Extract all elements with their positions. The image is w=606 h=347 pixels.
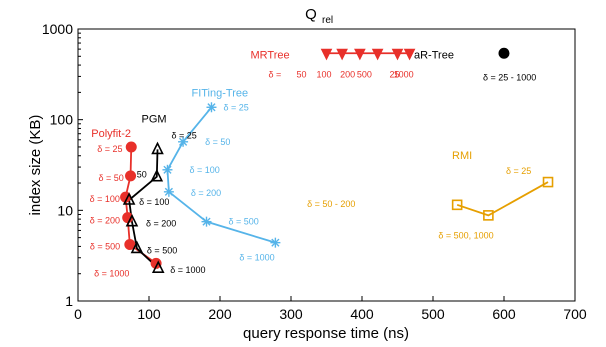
point-label: δ = 1000 — [94, 268, 129, 278]
data-point — [371, 48, 384, 61]
data-point — [354, 48, 366, 61]
data-point — [163, 186, 174, 197]
data-point — [151, 260, 165, 274]
point-label: δ = 50 — [205, 137, 230, 147]
data-point-stroke — [178, 137, 188, 146]
point-label: δ = 25 — [506, 166, 531, 176]
point-label: δ = — [269, 69, 282, 79]
x-tick-label: 500 — [421, 306, 445, 322]
point-label: δ = 500, 1000 — [438, 230, 493, 240]
data-point — [498, 47, 510, 59]
data-point-stroke — [164, 187, 173, 196]
point-label: δ = 100 — [139, 197, 169, 207]
x-tick-label: 400 — [350, 306, 374, 322]
data-point — [125, 213, 139, 227]
chart-title-sub: rel — [322, 15, 333, 26]
point-label: δ = 50 - 200 — [307, 199, 355, 209]
data-point — [206, 102, 217, 113]
data-point — [151, 141, 164, 155]
data-point — [483, 210, 494, 221]
point-label: δ = 25 — [223, 102, 248, 112]
data-point — [403, 48, 416, 61]
data-point — [451, 199, 463, 211]
point-label: δ = 50 — [99, 173, 124, 183]
data-point — [125, 141, 137, 153]
series-name-label: MRTree — [251, 49, 290, 61]
data-point — [542, 176, 554, 188]
series-name-label: Polyfit-2 — [91, 128, 131, 140]
point-label: δ = 100 — [189, 165, 219, 175]
point-label: 100 — [317, 69, 332, 79]
point-label: δ = 500 — [229, 217, 259, 227]
series-name-label: aR-Tree — [414, 49, 454, 61]
point-label: δ = 100 — [90, 194, 120, 204]
data-point-stroke — [207, 103, 216, 112]
x-tick-label: 600 — [492, 306, 516, 322]
data-point — [391, 48, 404, 61]
x-tick-label: 0 — [74, 306, 82, 322]
point-label: δ = 200 — [146, 219, 176, 229]
point-label: δ = 200 — [191, 188, 221, 198]
series-labels: Polyfit-2 δ = 25 δ = 50 δ = 100 δ = 200 δ = 5… — [90, 49, 537, 278]
data-point — [178, 136, 189, 147]
point-label: δ = 25 — [172, 130, 197, 140]
point-label: 50 — [297, 69, 307, 79]
point-label: δ = 1000 — [239, 253, 274, 263]
data-point — [122, 192, 136, 205]
series-line — [166, 106, 276, 244]
data-point — [162, 164, 173, 175]
y-tick-label: 100 — [50, 112, 74, 128]
series-line — [456, 181, 549, 217]
x-tick-label: 300 — [279, 306, 303, 322]
y-tick-label: 1000 — [42, 21, 73, 37]
plot-frame — [77, 28, 576, 302]
series-markers — [120, 47, 554, 274]
point-label: δ = 25 - 1000 — [483, 72, 536, 82]
data-point-stroke — [202, 217, 211, 226]
data-point — [125, 170, 137, 182]
data-point — [130, 240, 144, 254]
point-label: δ = 25 — [97, 144, 122, 154]
data-point — [320, 48, 333, 61]
x-tick-label: 200 — [208, 306, 232, 322]
y-axis-label: index size (KB) — [27, 115, 44, 216]
data-point-stroke — [271, 238, 280, 247]
point-label: 500 — [357, 69, 372, 79]
point-label: 25 — [390, 69, 400, 79]
x-axis-label: query response time (ns) — [243, 325, 409, 342]
series-name-label: PGM — [142, 113, 167, 125]
data-point — [150, 257, 162, 269]
x-tick-label: 100 — [137, 306, 161, 322]
data-point — [336, 48, 348, 61]
data-point — [201, 216, 212, 227]
x-tick-label: 700 — [563, 306, 587, 322]
point-label: 1000 — [394, 69, 414, 79]
data-point — [124, 238, 136, 250]
chart-title-main: Q — [305, 6, 317, 23]
data-point-stroke — [163, 165, 172, 174]
y-tick-label: 1 — [65, 293, 73, 309]
point-label: 50 — [137, 170, 147, 180]
point-label: δ = 500 — [147, 245, 177, 255]
data-point — [270, 237, 281, 248]
point-label: δ = 1000 — [170, 265, 205, 275]
point-label: δ = 200 — [90, 216, 120, 226]
data-point — [150, 168, 164, 182]
axes: 0 100 200 300 400 500 600 700 1 10 100 1000 — [42, 21, 587, 322]
series-name-label: FITing-Tree — [191, 87, 248, 99]
point-label: 200 — [340, 69, 355, 79]
series-name-label: RMI — [452, 150, 472, 162]
point-label: δ = 500 — [90, 241, 120, 251]
y-tick-label: 10 — [57, 202, 73, 218]
